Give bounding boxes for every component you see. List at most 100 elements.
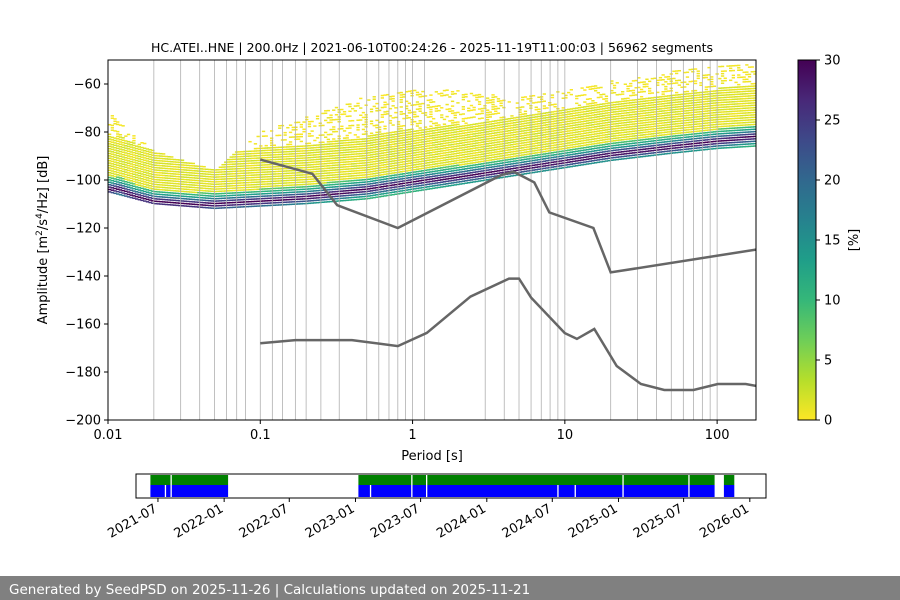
heatmap-cell: [151, 202, 155, 204]
heatmap-cell: [351, 175, 355, 177]
heatmap-cell: [415, 149, 420, 151]
heatmap-cell: [226, 192, 231, 194]
chart-title: HC.ATEI..HNE | 200.0Hz | 2021-06-10T00:2…: [151, 40, 713, 55]
heatmap-cell: [361, 140, 366, 143]
heatmap-cell: [353, 170, 357, 172]
heatmap-cell: [386, 170, 390, 173]
heatmap-cell: [456, 174, 460, 176]
heatmap-cell: [143, 173, 147, 176]
heatmap-cell: [472, 116, 476, 118]
heatmap-cell: [143, 178, 147, 181]
heatmap-cell: [307, 123, 312, 125]
heatmap-cell: [351, 177, 355, 180]
heatmap-cell: [278, 158, 282, 161]
heatmap-cell: [291, 201, 295, 203]
heatmap-cell: [118, 155, 123, 158]
heatmap-cell: [302, 154, 306, 157]
heatmap-cell: [521, 106, 525, 108]
heatmap-cell: [367, 161, 371, 164]
heatmap-cell: [459, 130, 463, 132]
heatmap-cell: [216, 176, 220, 178]
heatmap-cell: [229, 180, 233, 182]
heatmap-cell: [440, 145, 444, 147]
heatmap-cell: [494, 96, 498, 98]
heatmap-cell: [594, 154, 598, 157]
heatmap-cell: [480, 136, 484, 139]
heatmap-cell: [264, 144, 268, 147]
heatmap-cell: [164, 194, 168, 196]
heatmap-cell: [294, 162, 298, 165]
heatmap-cell: [197, 203, 201, 206]
heatmap-cell: [472, 157, 476, 159]
heatmap-cell: [423, 128, 428, 131]
heatmap-cell: [383, 175, 387, 178]
heatmap-cell: [480, 179, 484, 182]
heatmap-cell: [159, 172, 163, 174]
heatmap-cell: [294, 193, 298, 196]
heatmap-cell: [305, 190, 309, 193]
heatmap-cell: [313, 180, 317, 183]
heatmap-cell: [305, 178, 309, 181]
heatmap-cell: [270, 139, 274, 142]
heatmap-cell: [486, 102, 490, 104]
heatmap-cell: [442, 133, 447, 135]
heatmap-cell: [324, 184, 328, 186]
heatmap-cell: [477, 122, 482, 125]
heatmap-cell: [210, 171, 214, 173]
heatmap-cell: [394, 145, 398, 147]
heatmap-cell: [396, 140, 401, 142]
heatmap-cell: [256, 150, 260, 152]
heatmap-cell: [472, 176, 476, 178]
heatmap-cell: [394, 138, 398, 140]
heatmap-cell: [545, 119, 549, 121]
heatmap-cell: [148, 168, 152, 170]
heatmap-cell: [405, 167, 409, 170]
heatmap-cell: [591, 124, 595, 126]
heatmap-cell: [135, 188, 139, 191]
heatmap-cell: [113, 175, 117, 178]
heatmap-cell: [224, 161, 228, 163]
heatmap-cell: [156, 193, 160, 196]
heatmap-cell: [448, 120, 452, 122]
heatmap-cell: [386, 165, 390, 168]
heatmap-cell: [453, 126, 457, 129]
heatmap-cell: [297, 138, 301, 140]
heatmap-cell: [210, 181, 214, 183]
heatmap-cell: [550, 161, 555, 164]
heatmap-cell: [394, 131, 398, 133]
heatmap-cell: [380, 152, 384, 154]
heatmap-cell: [218, 192, 222, 195]
heatmap-cell: [553, 141, 557, 144]
heatmap-cell: [226, 168, 231, 170]
heatmap-cell: [313, 170, 317, 173]
heatmap-cell: [194, 172, 198, 175]
heatmap-cell: [129, 180, 133, 182]
heatmap-cell: [267, 195, 271, 197]
heatmap-cell: [437, 138, 441, 141]
heatmap-cell: [256, 186, 260, 188]
heatmap-cell: [356, 196, 360, 198]
heatmap-cell: [437, 165, 441, 167]
heatmap-cell: [237, 196, 241, 199]
heatmap-cell: [180, 195, 185, 197]
heatmap-cell: [537, 166, 541, 168]
heatmap-cell: [129, 182, 133, 184]
heatmap-cell: [526, 115, 530, 117]
heatmap-cell: [405, 162, 409, 165]
heatmap-cell: [275, 146, 279, 149]
heatmap-cell: [518, 157, 522, 159]
heatmap-cell: [121, 187, 125, 189]
heatmap-cell: [116, 133, 120, 135]
heatmap-cell: [116, 130, 120, 133]
heatmap-cell: [148, 158, 152, 161]
heatmap-cell: [207, 168, 212, 171]
heatmap-cell: [515, 157, 519, 160]
heatmap-cell: [413, 120, 417, 123]
heatmap-cell: [577, 121, 582, 123]
heatmap-cell: [148, 184, 152, 187]
heatmap-cell: [459, 156, 463, 159]
heatmap-cell: [407, 188, 411, 191]
heatmap-cell: [329, 193, 333, 196]
heatmap-cell: [278, 197, 282, 199]
heatmap-cell: [372, 196, 376, 199]
